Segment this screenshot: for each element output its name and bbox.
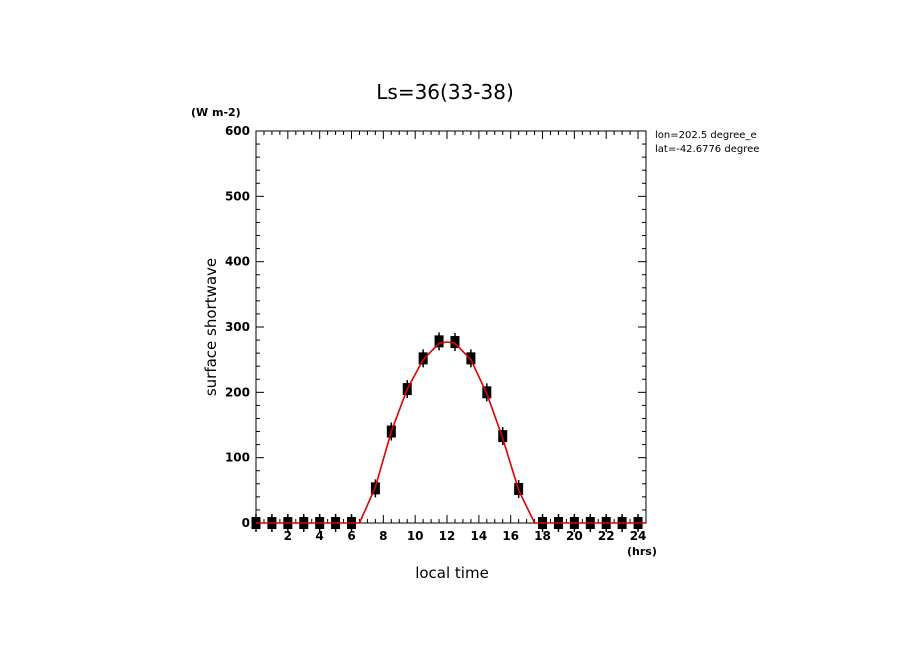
data-point [450, 336, 460, 349]
data-point [466, 352, 476, 365]
data-point [418, 352, 428, 365]
y-tick-label: 200 [225, 385, 250, 399]
y-unit-label: (W m-2) [191, 106, 241, 119]
x-tick-label: 8 [379, 529, 387, 543]
x-tick-label: 6 [347, 529, 355, 543]
x-tick-label: 16 [502, 529, 519, 543]
annotation-lon: lon=202.5 degree_e [655, 130, 757, 141]
chart-title: Ls=36(33-38) [376, 80, 514, 104]
x-tick-label: 20 [566, 529, 583, 543]
series-line [256, 341, 646, 524]
x-tick-label: 22 [598, 529, 615, 543]
plot-frame [255, 130, 647, 524]
y-axis-label: surface shortwave [202, 258, 220, 396]
y-tick-label: 300 [225, 320, 250, 334]
y-tick-label: 0 [242, 516, 250, 530]
y-tick-label: 100 [225, 451, 250, 465]
x-tick-label: 18 [534, 529, 551, 543]
x-axis-label: local time [415, 564, 489, 582]
x-tick-label: 2 [284, 529, 292, 543]
x-tick-label: 10 [407, 529, 424, 543]
x-tick-label: 24 [630, 529, 647, 543]
y-tick-label: 500 [225, 189, 250, 203]
x-unit-label: (hrs) [627, 545, 657, 558]
x-tick-label: 4 [315, 529, 323, 543]
data-point [434, 335, 444, 348]
x-tick-label: 12 [439, 529, 456, 543]
x-tick-label: 14 [471, 529, 488, 543]
y-tick-label: 400 [225, 255, 250, 269]
y-tick-label: 600 [225, 124, 250, 138]
annotation-lat: lat=-42.6776 degree [655, 144, 759, 155]
